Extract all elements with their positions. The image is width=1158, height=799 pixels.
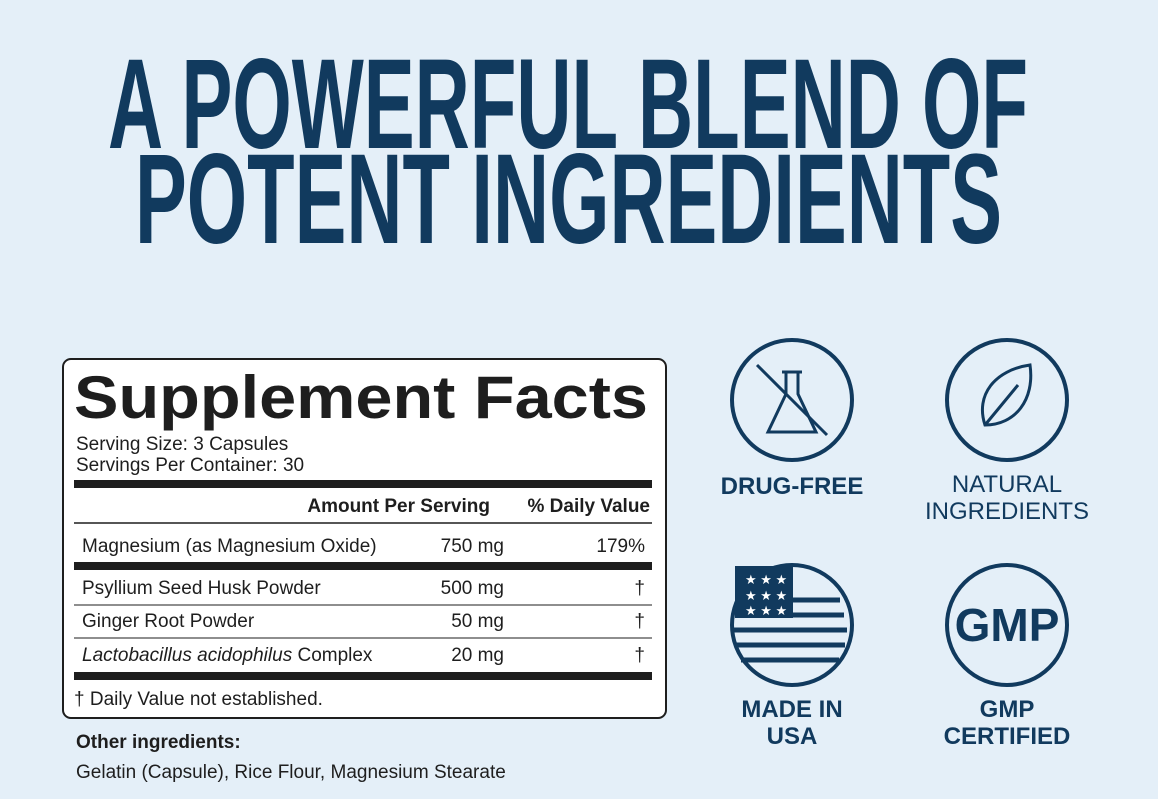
column-header: % Daily Value xyxy=(527,496,650,517)
star: ★ ★ ★ xyxy=(745,588,787,603)
row-name: Magnesium (as Magnesium Oxide) xyxy=(82,536,377,557)
flag-canton xyxy=(735,566,793,618)
star: ★ ★ ★ xyxy=(745,572,787,587)
badge-label: DRUG-FREE xyxy=(721,473,864,500)
flag-stars: ★ ★ ★ ★ ★ ★ ★ ★ ★ xyxy=(745,572,787,618)
badge-label: USA xyxy=(767,723,818,750)
other-text: Gelatin (Capsule), Rice Flour, Magnesium… xyxy=(76,762,506,783)
row-amount: 20 mg xyxy=(451,645,504,666)
title-line: A POWERFUL BLEND OF xyxy=(108,33,1028,176)
row-name: Psyllium Seed Husk Powder xyxy=(82,578,321,599)
badge-label: NATURAL xyxy=(952,471,1062,498)
badge-label: MADE IN xyxy=(741,696,842,723)
bar xyxy=(74,672,652,680)
bar xyxy=(74,562,652,570)
row-amount: 750 mg xyxy=(441,536,504,557)
badge-icons xyxy=(730,338,1069,687)
row-name: Lactobacillus acidophilus Complex xyxy=(82,645,373,666)
row-name-rest: Complex xyxy=(292,645,373,666)
leaf-icon xyxy=(980,363,1033,427)
bar xyxy=(74,480,652,488)
facts-heading: Supplement Facts xyxy=(74,364,648,431)
star: ★ ★ ★ xyxy=(745,603,787,618)
title-line: POTENT INGREDIENTS xyxy=(135,128,1002,271)
column-header: Amount Per Serving xyxy=(307,496,490,517)
row-name: Ginger Root Powder xyxy=(82,611,255,632)
flask-icon xyxy=(765,370,819,434)
slash xyxy=(755,363,829,437)
badge-label: CERTIFIED xyxy=(944,723,1071,750)
row-dv: 179% xyxy=(596,536,645,557)
row-dv: † xyxy=(634,578,645,599)
row-dv: † xyxy=(634,611,645,632)
gmp-icon-text: GMP xyxy=(955,599,1060,651)
serving-size: Serving Size: 3 Capsules xyxy=(76,434,288,455)
row-amount: 500 mg xyxy=(441,578,504,599)
facts-box xyxy=(62,358,667,719)
badge-circle xyxy=(730,338,854,462)
row-name-italic: Lactobacillus acidophilus xyxy=(82,645,293,666)
badge-circle xyxy=(945,338,1069,462)
footnote: † Daily Value not established. xyxy=(74,689,323,710)
badge-label: GMP xyxy=(980,696,1035,723)
row-amount: 50 mg xyxy=(451,611,504,632)
badge-circle xyxy=(730,563,854,687)
badge-circle xyxy=(945,563,1069,687)
badge-label: INGREDIENTS xyxy=(925,498,1089,525)
row-dv: † xyxy=(634,645,645,666)
servings-per-container: Servings Per Container: 30 xyxy=(76,455,304,476)
other-label: Other ingredients: xyxy=(76,732,241,753)
